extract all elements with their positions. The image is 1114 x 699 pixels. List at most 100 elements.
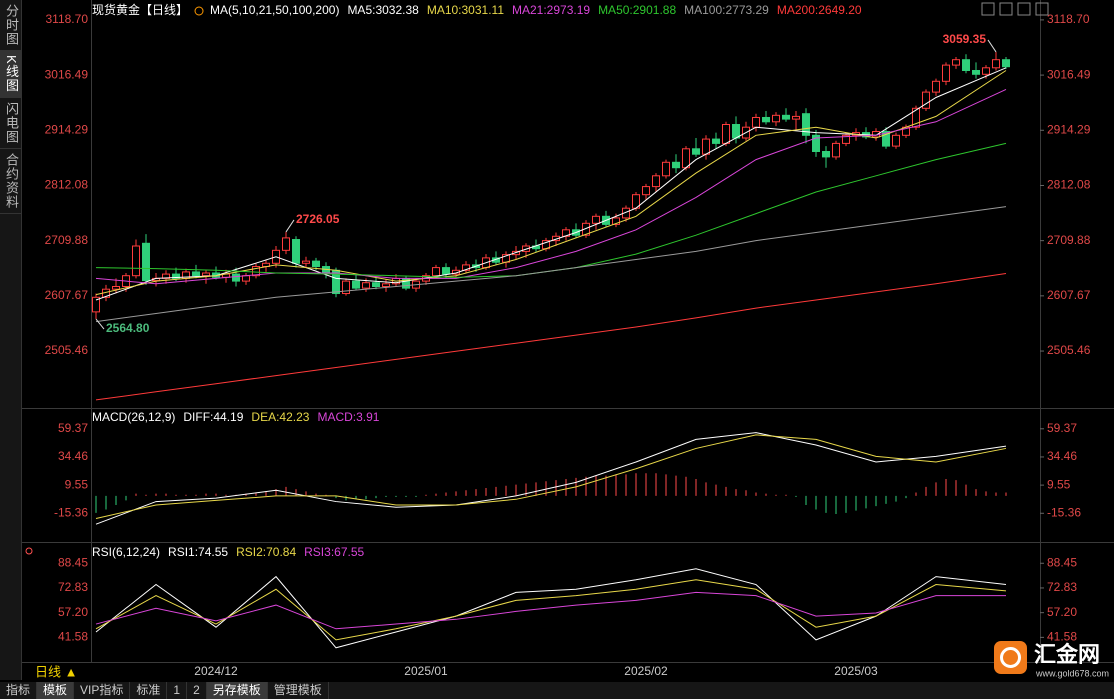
- candle-body: [282, 237, 290, 251]
- annotation-arrow: [285, 219, 295, 233]
- candle-body: [252, 266, 260, 277]
- bottom-tab[interactable]: 指标: [0, 682, 38, 699]
- logo-icon: [994, 641, 1027, 674]
- icon[interactable]: [1017, 2, 1031, 16]
- candle-body: [982, 67, 990, 75]
- series-line: [95, 568, 1007, 649]
- candle-body: [432, 267, 440, 277]
- candle-body: [232, 273, 240, 282]
- y-tick-label: 2914.29: [45, 122, 89, 136]
- candle-body: [192, 271, 200, 277]
- series-line: [95, 273, 1007, 401]
- y-tick-label: 2914.29: [1047, 122, 1091, 136]
- candle-body: [812, 134, 820, 153]
- side-tab[interactable]: 分时图: [0, 0, 21, 51]
- candle-body: [962, 59, 970, 72]
- candle-body: [652, 175, 660, 188]
- y-tick-label: 3118.70: [46, 12, 89, 26]
- y-tick-label: 2607.67: [45, 288, 89, 302]
- legend-entry: DIFF:44.19: [183, 410, 243, 424]
- series-line: [95, 67, 1007, 301]
- candle-body: [672, 161, 680, 169]
- candle-body: [972, 70, 980, 75]
- series-line: [95, 206, 1007, 323]
- bottom-tab[interactable]: 另存模板: [206, 682, 268, 699]
- candle-body: [342, 280, 350, 295]
- series-line: [95, 579, 1007, 641]
- series-line: [95, 88, 1007, 285]
- y-tick-label: 2812.08: [45, 178, 89, 192]
- legend-entry: MA10:3031.11: [427, 3, 504, 17]
- logo-url: www.gold678.com: [1035, 668, 1109, 678]
- series-line: [95, 70, 1007, 296]
- bottom-tab[interactable]: 模板: [37, 682, 75, 699]
- indicator: MA(5,10,21,50,100,200): [210, 3, 339, 17]
- candle-body: [912, 107, 920, 128]
- candle-body: [952, 59, 960, 66]
- candle-body: [512, 250, 520, 256]
- icon[interactable]: [999, 2, 1013, 16]
- candle-body: [612, 217, 620, 225]
- bottom-tab[interactable]: 标准: [130, 682, 168, 699]
- y-tick-label: 88.45: [58, 555, 88, 569]
- candle-body: [202, 272, 210, 277]
- x-tick-label: 2025/02: [624, 664, 668, 678]
- bottom-tab[interactable]: 管理模板: [268, 682, 329, 699]
- annotation-arrow: [95, 318, 105, 330]
- side-tab[interactable]: K线图: [0, 51, 21, 98]
- period[interactable]: 日线 ▲: [35, 664, 77, 679]
- icon[interactable]: [981, 2, 995, 16]
- candle-body: [682, 148, 690, 169]
- candle-body: [932, 80, 940, 93]
- candle-body: [922, 91, 930, 109]
- bottom-tab[interactable]: 1: [167, 682, 188, 699]
- logo-name: 汇金网: [1034, 642, 1100, 667]
- candle-body: [622, 207, 630, 219]
- candle-body: [792, 115, 800, 120]
- candle-body: [752, 116, 760, 128]
- y-tick-label: 3016.49: [45, 67, 89, 81]
- icon[interactable]: [1035, 2, 1049, 16]
- legend-entry: DEA:42.23: [251, 410, 309, 424]
- candle-body: [722, 124, 730, 144]
- legend-entry: MA50:2901.88: [598, 3, 676, 17]
- y-tick-label: 3016.49: [1047, 67, 1091, 81]
- bottom-tab[interactable]: VIP指标: [74, 682, 131, 699]
- icon: [194, 6, 204, 16]
- x-tick-label: 2025/03: [834, 664, 878, 678]
- y-tick-label: 59.37: [1047, 421, 1077, 435]
- candle-body: [692, 148, 700, 155]
- candle-body: [882, 131, 890, 147]
- y-tick-label: 72.83: [58, 580, 88, 594]
- bottom-tab[interactable]: 2: [187, 682, 207, 699]
- candle-body: [382, 283, 390, 287]
- y-tick-label: 88.45: [1047, 555, 1077, 569]
- legend-entry: MA5:3032.38: [347, 3, 419, 17]
- candle-body: [762, 116, 770, 123]
- candle-body: [642, 186, 650, 196]
- legend-entry: MACD:3.91: [317, 410, 379, 424]
- candle-body: [1002, 59, 1010, 68]
- annotation: 2726.05: [296, 212, 340, 226]
- y-tick-label: 2505.46: [45, 343, 89, 357]
- y-tick-label: 9.55: [65, 477, 89, 491]
- x-tick-label: 2025/01: [404, 664, 448, 678]
- y-tick-label: 72.83: [1047, 580, 1077, 594]
- y-tick-label: 34.46: [58, 449, 88, 463]
- series-line: [95, 432, 1007, 525]
- indicator: MACD(26,12,9): [92, 410, 175, 424]
- side-tab[interactable]: 闪电图: [0, 98, 21, 149]
- candle-body: [702, 138, 710, 155]
- candle-body: [312, 260, 320, 268]
- chart-title: 现货黄金【日线】: [92, 2, 188, 17]
- toolbar-icons: [981, 2, 1049, 16]
- y-tick-label: 34.46: [1047, 449, 1077, 463]
- series-line: [95, 591, 1006, 630]
- indicator: RSI(6,12,24): [92, 545, 160, 559]
- panel-icon: [25, 547, 33, 555]
- candle-body: [772, 114, 780, 123]
- candle-body: [462, 264, 470, 271]
- legend-entry: MA100:2773.29: [684, 3, 769, 17]
- side-tab[interactable]: 合约资料: [0, 149, 21, 214]
